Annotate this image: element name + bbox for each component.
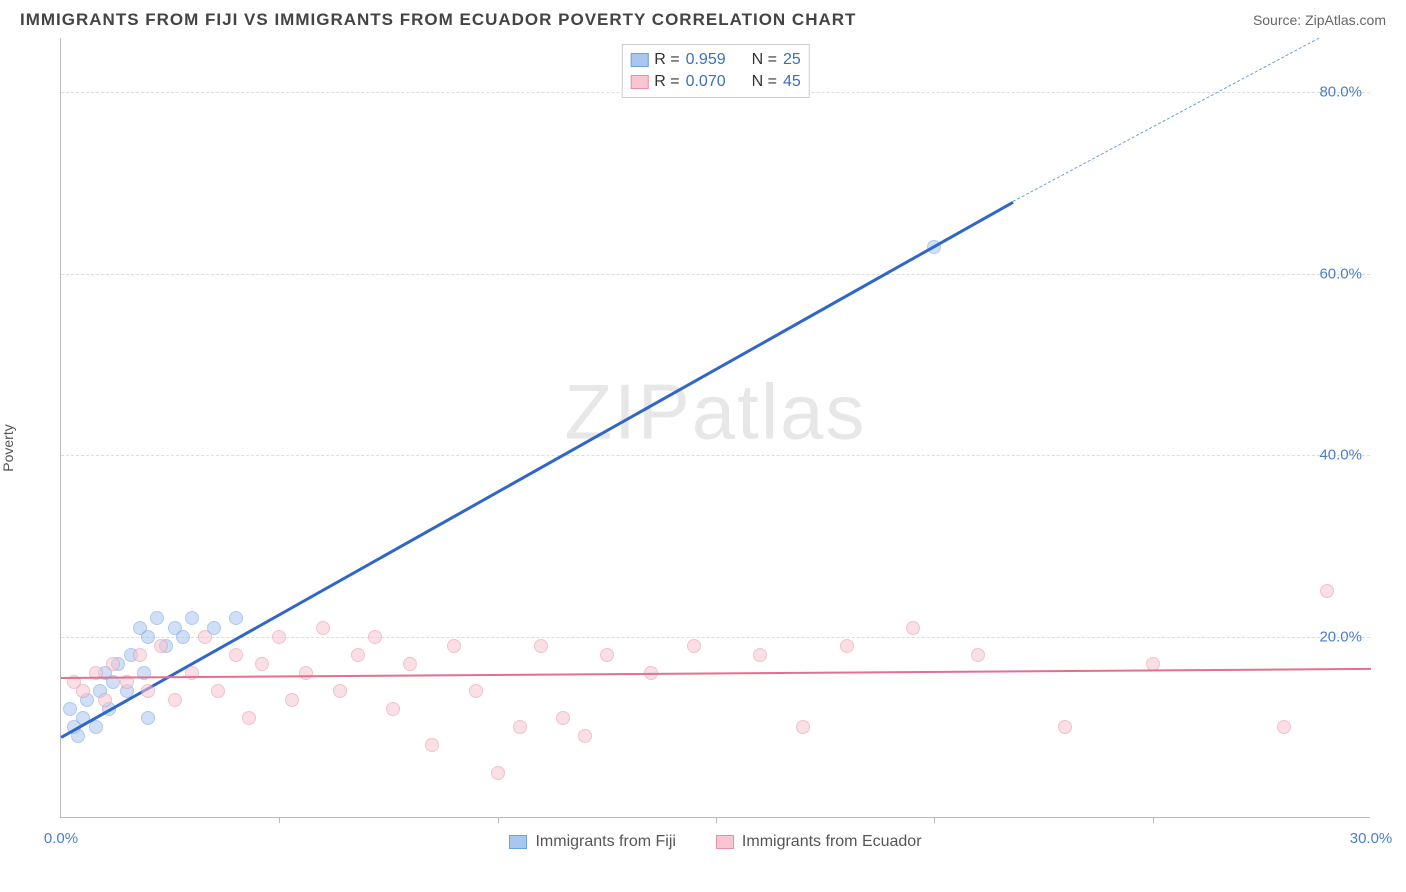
data-point xyxy=(299,666,313,680)
data-point xyxy=(141,684,155,698)
data-point xyxy=(229,648,243,662)
data-point xyxy=(971,648,985,662)
data-point xyxy=(63,702,77,716)
legend-n-label: N = xyxy=(752,73,777,91)
legend-stats-row: R = 0.959 N = 25 xyxy=(630,49,801,71)
y-tick-label: 40.0% xyxy=(1319,447,1362,464)
data-point xyxy=(796,720,810,734)
trend-line xyxy=(1013,38,1319,202)
trend-line xyxy=(61,668,1371,679)
legend-stats-row: R = 0.070 N = 45 xyxy=(630,71,801,93)
data-point xyxy=(98,693,112,707)
legend-swatch xyxy=(630,75,648,89)
data-point xyxy=(154,639,168,653)
chart-title: IMMIGRANTS FROM FIJI VS IMMIGRANTS FROM … xyxy=(20,10,856,30)
data-point xyxy=(168,693,182,707)
data-point xyxy=(534,639,548,653)
data-point xyxy=(141,630,155,644)
data-point xyxy=(211,684,225,698)
data-point xyxy=(556,711,570,725)
y-tick-label: 60.0% xyxy=(1319,265,1362,282)
legend-r-value: 0.070 xyxy=(686,73,726,91)
bottom-legend: Immigrants from Fiji Immigrants from Ecua… xyxy=(61,833,1370,851)
data-point xyxy=(185,611,199,625)
legend-n-value: 25 xyxy=(783,51,801,69)
data-point xyxy=(76,684,90,698)
chart-header: IMMIGRANTS FROM FIJI VS IMMIGRANTS FROM … xyxy=(0,0,1406,30)
data-point xyxy=(150,611,164,625)
data-point xyxy=(386,702,400,716)
data-point xyxy=(425,738,439,752)
gridline xyxy=(61,274,1370,275)
legend-r-value: 0.959 xyxy=(686,51,726,69)
legend-r-label: R = xyxy=(654,73,679,91)
gridline xyxy=(61,637,1370,638)
data-point xyxy=(403,657,417,671)
bottom-legend-label: Immigrants from Fiji xyxy=(535,833,675,851)
trend-line xyxy=(60,201,1013,738)
legend-stats: R = 0.959 N = 25 R = 0.070 N = 45 xyxy=(621,44,810,98)
x-tick-mark xyxy=(498,817,499,823)
bottom-legend-label: Immigrants from Ecuador xyxy=(742,833,922,851)
legend-n-label: N = xyxy=(752,51,777,69)
chart-area: Poverty ZIPatlas 20.0%40.0%60.0%80.0%0.0… xyxy=(20,38,1370,858)
data-point xyxy=(351,648,365,662)
data-point xyxy=(1058,720,1072,734)
data-point xyxy=(600,648,614,662)
x-tick-mark xyxy=(716,817,717,823)
legend-swatch xyxy=(716,835,734,849)
legend-swatch xyxy=(509,835,527,849)
data-point xyxy=(1320,584,1334,598)
data-point xyxy=(176,630,190,644)
x-tick-mark xyxy=(1153,817,1154,823)
x-tick-mark xyxy=(934,817,935,823)
data-point xyxy=(513,720,527,734)
data-point xyxy=(447,639,461,653)
data-point xyxy=(229,611,243,625)
data-point xyxy=(133,648,147,662)
watermark: ZIPatlas xyxy=(564,366,866,457)
y-tick-label: 20.0% xyxy=(1319,628,1362,645)
data-point xyxy=(1277,720,1291,734)
source-label: Source: ZipAtlas.com xyxy=(1253,12,1386,28)
legend-n-value: 45 xyxy=(783,73,801,91)
data-point xyxy=(753,648,767,662)
data-point xyxy=(255,657,269,671)
x-tick-mark xyxy=(279,817,280,823)
data-point xyxy=(316,621,330,635)
data-point xyxy=(491,766,505,780)
data-point xyxy=(106,657,120,671)
data-point xyxy=(141,711,155,725)
y-tick-label: 80.0% xyxy=(1319,84,1362,101)
data-point xyxy=(198,630,212,644)
data-point xyxy=(840,639,854,653)
bottom-legend-item: Immigrants from Fiji xyxy=(509,833,675,851)
data-point xyxy=(272,630,286,644)
data-point xyxy=(687,639,701,653)
data-point xyxy=(368,630,382,644)
data-point xyxy=(242,711,256,725)
bottom-legend-item: Immigrants from Ecuador xyxy=(716,833,922,851)
data-point xyxy=(906,621,920,635)
data-point xyxy=(578,729,592,743)
data-point xyxy=(285,693,299,707)
plot-area: ZIPatlas 20.0%40.0%60.0%80.0%0.0%30.0%R … xyxy=(60,38,1370,818)
data-point xyxy=(89,720,103,734)
legend-swatch xyxy=(630,53,648,67)
gridline xyxy=(61,455,1370,456)
data-point xyxy=(469,684,483,698)
legend-r-label: R = xyxy=(654,51,679,69)
data-point xyxy=(333,684,347,698)
y-axis-label: Poverty xyxy=(0,424,16,471)
